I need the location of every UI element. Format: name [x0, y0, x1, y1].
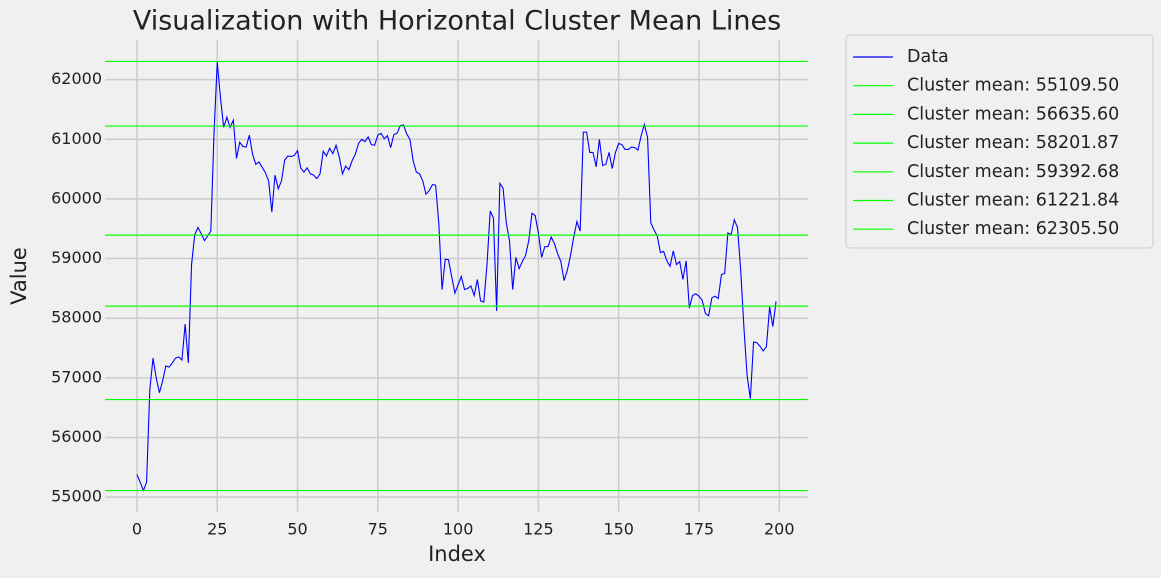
x-tick-label: 200 [764, 520, 795, 539]
data-line [136, 61, 777, 493]
x-tick-label: 150 [603, 520, 634, 539]
x-tick-label: 100 [443, 520, 474, 539]
legend-label: Cluster mean: 58201.87 [907, 133, 1119, 153]
y-tick-label: 58000 [51, 308, 102, 327]
y-tick-label: 60000 [51, 188, 102, 207]
y-tick-label: 62000 [51, 69, 102, 88]
legend-label: Data [907, 47, 949, 67]
chart-title: Visualization with Horizontal Cluster Me… [133, 6, 781, 37]
y-tick-label: 56000 [51, 427, 102, 446]
legend-box [845, 34, 1154, 249]
x-tick-label: 0 [132, 520, 142, 539]
y-tick-label: 59000 [51, 248, 102, 267]
x-tick-label: 25 [207, 520, 227, 539]
y-axis-label: Value [7, 247, 31, 305]
y-tick-label: 57000 [51, 367, 102, 386]
y-tick-label: 61000 [51, 129, 102, 148]
legend-label: Cluster mean: 59392.68 [907, 162, 1119, 182]
x-tick-label: 50 [287, 520, 307, 539]
x-tick-label: 125 [523, 520, 554, 539]
legend-label: Cluster mean: 61221.84 [907, 191, 1119, 211]
x-axis-label: Index [428, 542, 486, 566]
x-tick-label: 75 [368, 520, 388, 539]
x-tick-label: 175 [684, 520, 715, 539]
y-tick-label: 55000 [51, 487, 102, 506]
legend-label: Cluster mean: 56635.60 [907, 104, 1119, 124]
legend-label: Cluster mean: 62305.50 [907, 219, 1119, 239]
legend-label: Cluster mean: 55109.50 [907, 76, 1119, 96]
